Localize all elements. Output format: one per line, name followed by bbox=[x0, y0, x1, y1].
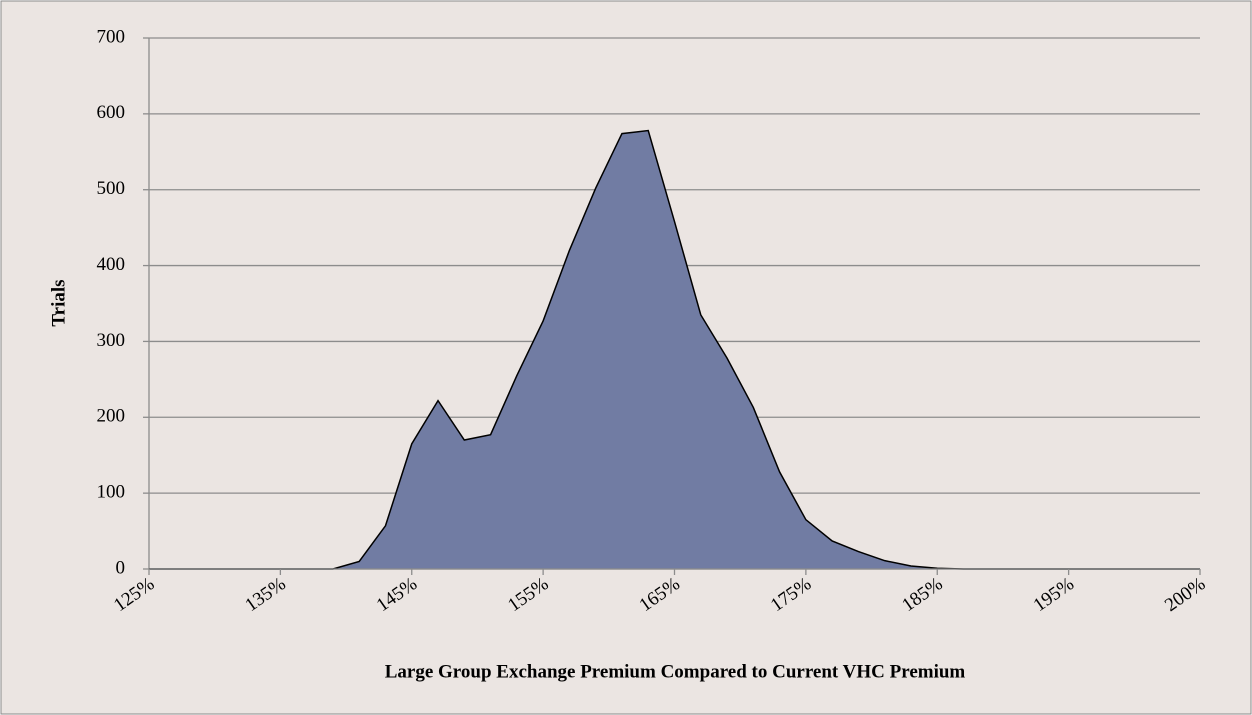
y-tick-label: 200 bbox=[97, 406, 126, 427]
x-axis-title: Large Group Exchange Premium Compared to… bbox=[385, 661, 966, 682]
y-tick-label: 300 bbox=[97, 330, 126, 351]
y-tick-label: 600 bbox=[97, 102, 126, 123]
y-tick-label: 400 bbox=[97, 254, 126, 275]
y-tick-label: 100 bbox=[97, 482, 126, 503]
y-axis-title: Trials bbox=[48, 279, 69, 326]
y-tick-label: 700 bbox=[97, 26, 126, 47]
area bbox=[149, 130, 1200, 569]
y-tick-label: 500 bbox=[97, 178, 126, 199]
y-tick-label: 0 bbox=[116, 557, 126, 578]
